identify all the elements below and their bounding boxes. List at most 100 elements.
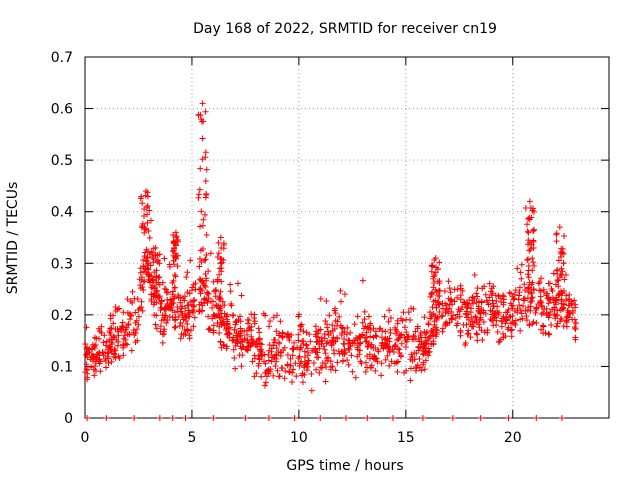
data-point bbox=[530, 208, 537, 215]
data-point bbox=[201, 296, 208, 303]
data-point bbox=[517, 316, 524, 323]
data-point bbox=[128, 347, 135, 354]
data-point bbox=[342, 415, 349, 421]
data-point bbox=[89, 341, 96, 348]
data-point bbox=[217, 234, 224, 241]
data-point bbox=[287, 355, 294, 362]
data-point bbox=[339, 325, 346, 332]
data-point bbox=[166, 313, 173, 320]
data-point bbox=[100, 339, 107, 346]
data-point bbox=[84, 376, 91, 383]
data-point bbox=[434, 314, 441, 321]
data-point bbox=[528, 297, 535, 304]
data-point bbox=[526, 198, 533, 205]
data-point bbox=[354, 344, 361, 351]
data-point bbox=[537, 275, 544, 282]
data-point bbox=[218, 268, 225, 275]
data-point bbox=[445, 278, 452, 285]
data-point bbox=[481, 329, 488, 336]
data-point bbox=[494, 328, 501, 335]
data-point bbox=[341, 328, 348, 335]
x-tick-label: 20 bbox=[504, 430, 522, 446]
data-point bbox=[400, 309, 407, 316]
data-point bbox=[397, 332, 404, 339]
data-point bbox=[265, 357, 272, 364]
data-point bbox=[261, 382, 268, 389]
data-point bbox=[365, 313, 372, 320]
data-point bbox=[403, 329, 410, 336]
data-point bbox=[312, 345, 319, 352]
y-tick-label: 0 bbox=[64, 411, 73, 427]
data-point bbox=[103, 415, 110, 421]
data-point bbox=[563, 317, 570, 324]
data-point bbox=[554, 271, 561, 278]
data-point bbox=[171, 261, 178, 268]
data-point bbox=[184, 320, 191, 327]
data-point bbox=[462, 340, 469, 347]
data-point bbox=[284, 330, 291, 337]
data-point bbox=[106, 337, 113, 344]
data-point bbox=[196, 255, 203, 262]
data-point bbox=[184, 269, 191, 276]
data-point bbox=[416, 338, 423, 345]
data-point bbox=[338, 332, 345, 339]
data-point bbox=[432, 333, 439, 340]
data-point bbox=[540, 323, 547, 330]
data-point bbox=[388, 358, 395, 365]
data-point bbox=[200, 216, 207, 223]
data-point bbox=[172, 229, 179, 236]
data-point bbox=[384, 352, 391, 359]
data-point bbox=[463, 314, 470, 321]
data-point bbox=[112, 347, 119, 354]
data-point bbox=[83, 344, 90, 351]
data-point bbox=[318, 341, 325, 347]
data-point bbox=[303, 341, 310, 348]
data-point bbox=[156, 273, 163, 280]
data-point bbox=[318, 364, 325, 371]
data-point bbox=[558, 297, 565, 304]
data-point bbox=[324, 328, 331, 335]
data-point bbox=[477, 415, 484, 421]
data-point bbox=[105, 346, 112, 353]
data-point bbox=[398, 340, 405, 347]
data-point bbox=[228, 302, 235, 309]
data-point bbox=[238, 292, 245, 299]
data-point bbox=[301, 354, 308, 361]
data-point bbox=[141, 212, 148, 219]
data-point bbox=[234, 280, 241, 287]
data-point bbox=[220, 257, 227, 264]
data-point bbox=[530, 286, 537, 293]
data-point bbox=[436, 278, 443, 285]
data-point bbox=[297, 322, 304, 329]
data-point bbox=[520, 302, 527, 309]
data-point bbox=[190, 281, 197, 288]
data-point bbox=[557, 318, 564, 325]
data-point bbox=[209, 315, 216, 322]
data-point bbox=[313, 366, 320, 373]
data-point bbox=[556, 291, 563, 298]
data-point bbox=[109, 340, 116, 347]
data-point bbox=[331, 325, 338, 332]
data-point bbox=[403, 316, 410, 323]
data-point bbox=[152, 244, 159, 251]
data-point bbox=[211, 288, 218, 295]
data-point bbox=[195, 111, 202, 118]
data-point bbox=[558, 265, 565, 272]
data-point bbox=[433, 317, 440, 324]
data-point bbox=[202, 154, 209, 161]
data-point bbox=[244, 347, 251, 354]
data-point bbox=[378, 334, 385, 341]
data-point bbox=[317, 326, 324, 333]
data-point bbox=[187, 299, 194, 306]
data-point bbox=[174, 303, 181, 310]
data-point bbox=[421, 328, 428, 335]
data-point bbox=[412, 367, 419, 374]
data-point bbox=[331, 350, 338, 357]
data-point bbox=[337, 298, 344, 305]
data-point bbox=[359, 277, 366, 284]
data-point bbox=[531, 262, 538, 269]
data-point bbox=[321, 346, 328, 353]
data-point bbox=[384, 337, 391, 344]
data-point bbox=[175, 292, 182, 299]
data-point bbox=[95, 325, 102, 332]
